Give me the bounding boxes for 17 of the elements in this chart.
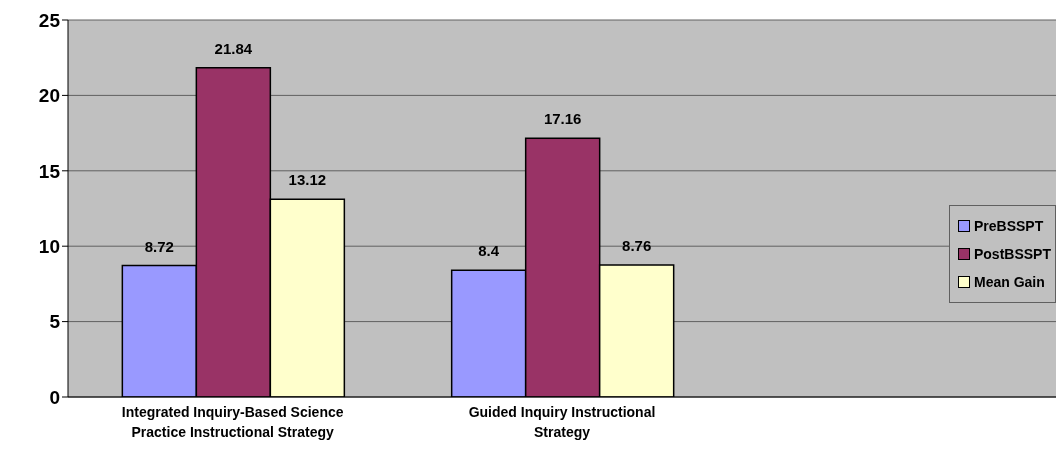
x-tick-label: Guided Inquiry Instructional Strategy — [468, 404, 656, 440]
data-label: 8.72 — [144, 237, 174, 255]
y-tick-label: 20 — [38, 85, 60, 107]
y-tick-label: 0 — [49, 386, 60, 408]
y-tick-label: 15 — [38, 160, 61, 182]
data-label: 8.4 — [478, 242, 500, 260]
legend-label: PreBSSPT — [973, 218, 1044, 234]
data-label: 13.12 — [288, 171, 327, 189]
y-tick-label: 5 — [49, 311, 61, 333]
x-tick-label: Integrated Inquiry-Based Science Practice Instructional Strategy — [121, 404, 344, 440]
legend-label: Mean Gain — [973, 274, 1045, 290]
data-label: 8.76 — [622, 236, 652, 254]
data-label: 21.84 — [214, 39, 253, 57]
data-label: 17.16 — [543, 110, 582, 128]
legend-label: PostBSSPT — [973, 246, 1051, 262]
y-tick-label: 25 — [38, 9, 61, 31]
y-tick-label: 10 — [38, 235, 60, 257]
